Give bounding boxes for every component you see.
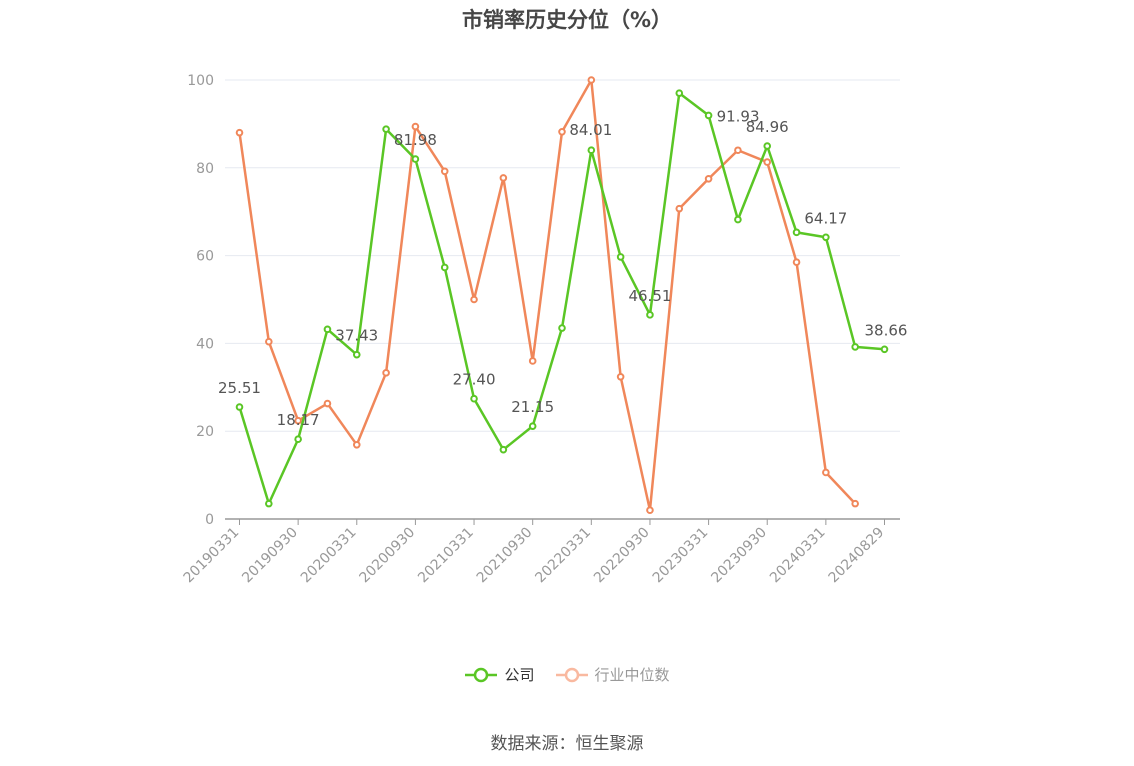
data-point-company <box>704 111 713 120</box>
data-point-industry <box>675 204 684 213</box>
data-label: 64.17 <box>804 209 847 227</box>
x-tick-label: 20230331 <box>650 525 712 587</box>
chart-title: 市销率历史分位（%） <box>461 8 673 32</box>
data-point-industry <box>411 122 420 131</box>
data-point-industry <box>558 128 566 136</box>
data-point-industry <box>851 499 859 508</box>
data-source: 数据来源：恒生聚源 <box>490 734 644 754</box>
data-point-company <box>822 233 830 242</box>
legend-item-industry[interactable]: 行业中位数 <box>555 664 670 685</box>
data-point-company <box>734 215 742 224</box>
data-point-company <box>382 125 390 133</box>
data-point-company <box>763 142 772 150</box>
data-point-industry <box>822 468 830 477</box>
data-point-company <box>558 324 566 332</box>
data-label: 84.01 <box>569 121 612 139</box>
data-point-industry <box>704 174 713 183</box>
data-point-company <box>265 499 273 508</box>
data-point-industry <box>352 441 361 449</box>
data-label: 46.51 <box>628 287 671 305</box>
legend-swatch-company <box>465 667 498 682</box>
data-point-industry <box>470 295 478 304</box>
data-point-company <box>499 445 508 454</box>
data-point-company <box>587 146 596 154</box>
y-tick-label: 80 <box>196 161 214 177</box>
data-point-company <box>323 325 332 334</box>
data-point-company <box>616 253 625 261</box>
data-label: 21.15 <box>511 398 554 416</box>
data-point-industry <box>265 337 273 346</box>
series-line-company <box>238 91 885 505</box>
data-point-company <box>851 343 859 351</box>
legend: 公司 行业中位数 <box>0 664 1134 685</box>
data-point-industry <box>235 128 244 137</box>
data-point-industry <box>763 158 772 166</box>
x-tick-label: 20200331 <box>298 525 360 587</box>
x-tick-label: 20210930 <box>474 525 536 587</box>
data-point-company <box>675 89 684 97</box>
y-tick-label: 0 <box>205 512 214 528</box>
data-label: 27.40 <box>453 371 496 389</box>
x-tick-label: 20190930 <box>239 525 301 587</box>
data-point-industry <box>616 372 625 381</box>
data-point-company <box>235 403 244 411</box>
x-tick-label: 20240829 <box>826 525 888 587</box>
data-point-company <box>352 350 361 359</box>
x-tick-label: 20220930 <box>591 525 653 587</box>
y-tick-label: 20 <box>196 424 214 440</box>
x-tick-label: 20190331 <box>181 525 243 587</box>
data-point-company <box>880 345 889 354</box>
data-point-company <box>294 435 302 444</box>
data-point-company <box>528 422 537 430</box>
data-label: 84.96 <box>746 118 789 136</box>
data-point-industry <box>646 506 654 515</box>
data-point-industry <box>382 369 390 377</box>
data-label: 91.93 <box>717 107 760 125</box>
legend-label-industry: 行业中位数 <box>594 666 670 684</box>
legend-swatch-industry <box>555 667 588 682</box>
y-tick-label: 60 <box>196 249 214 265</box>
data-point-industry <box>792 258 801 266</box>
legend-item-company[interactable]: 公司 <box>464 664 535 685</box>
y-tick-label: 40 <box>196 336 214 352</box>
data-point-company <box>646 311 654 319</box>
x-tick-label: 20230930 <box>708 525 770 587</box>
data-point-company <box>470 394 478 403</box>
data-label: 18.17 <box>277 411 320 429</box>
data-point-industry <box>499 174 508 182</box>
data-point-company <box>792 228 801 237</box>
data-point-company <box>411 155 420 163</box>
data-label: 37.43 <box>335 327 378 345</box>
legend-label-company: 公司 <box>504 666 535 684</box>
x-tick-label: 20240331 <box>767 525 829 587</box>
data-point-industry <box>734 146 742 155</box>
data-label: 38.66 <box>865 321 908 339</box>
data-label: 25.51 <box>218 379 261 397</box>
data-point-industry <box>587 76 596 84</box>
x-tick-label: 20220331 <box>532 525 594 587</box>
data-point-industry <box>294 416 302 425</box>
data-label: 81.98 <box>394 131 437 149</box>
x-tick-label: 20200930 <box>357 525 419 587</box>
y-tick-label: 100 <box>187 73 214 89</box>
data-point-industry <box>528 357 537 365</box>
x-tick-label: 20210331 <box>415 525 477 587</box>
series-line-industry <box>238 78 857 512</box>
data-point-company <box>440 263 449 272</box>
data-point-industry <box>440 167 449 176</box>
data-point-industry <box>323 399 332 408</box>
